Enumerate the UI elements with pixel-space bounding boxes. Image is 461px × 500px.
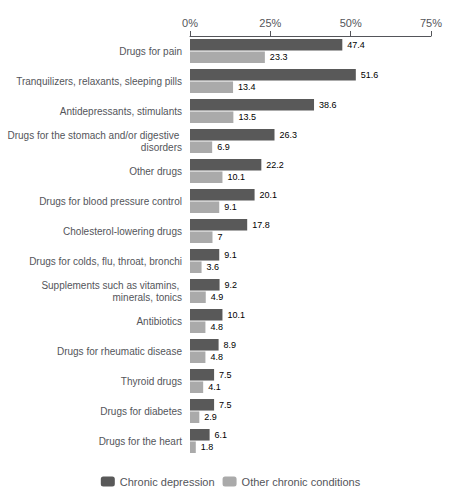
- svg-text:Chronic depression: Chronic depression: [120, 476, 215, 488]
- svg-text:Drugs for colds, flu, throat,: Drugs for colds, flu, throat, bronchi: [29, 256, 182, 267]
- svg-text:9.1: 9.1: [224, 202, 237, 212]
- svg-text:7: 7: [217, 232, 222, 242]
- svg-text:38.6: 38.6: [319, 100, 337, 110]
- svg-text:Drugs for the heart: Drugs for the heart: [99, 436, 183, 447]
- svg-text:Thyroid drugs: Thyroid drugs: [121, 376, 182, 387]
- svg-text:25%: 25%: [259, 17, 281, 29]
- svg-text:9.1: 9.1: [224, 250, 237, 260]
- svg-text:4.8: 4.8: [210, 322, 223, 332]
- svg-text:3.6: 3.6: [207, 262, 220, 272]
- svg-text:disorders: disorders: [141, 142, 182, 153]
- svg-text:Antibiotics: Antibiotics: [136, 316, 182, 327]
- svg-text:10.1: 10.1: [227, 172, 245, 182]
- svg-text:Other drugs: Other drugs: [129, 166, 182, 177]
- svg-text:4.9: 4.9: [211, 292, 224, 302]
- svg-text:Other chronic conditions: Other chronic conditions: [242, 476, 361, 488]
- svg-text:Cholesterol-lowering drugs: Cholesterol-lowering drugs: [63, 226, 182, 237]
- svg-text:0%: 0%: [182, 17, 198, 29]
- svg-text:2.9: 2.9: [204, 412, 217, 422]
- svg-text:13.4: 13.4: [238, 82, 256, 92]
- svg-text:20.1: 20.1: [260, 190, 278, 200]
- svg-text:17.8: 17.8: [252, 220, 270, 230]
- svg-text:26.3: 26.3: [280, 130, 298, 140]
- svg-text:7.5: 7.5: [219, 370, 232, 380]
- svg-text:Supplements such as vitamins,: Supplements such as vitamins,: [41, 280, 182, 291]
- svg-text:10.1: 10.1: [227, 310, 245, 320]
- svg-text:Drugs for diabetes: Drugs for diabetes: [100, 406, 182, 417]
- svg-text:13.5: 13.5: [238, 112, 256, 122]
- svg-text:minerals, tonics: minerals, tonics: [113, 292, 182, 303]
- svg-text:Drugs for the stomach and/or d: Drugs for the stomach and/or digestive: [7, 130, 182, 141]
- svg-text:50%: 50%: [340, 17, 362, 29]
- svg-text:6.9: 6.9: [217, 142, 230, 152]
- svg-text:22.2: 22.2: [266, 160, 284, 170]
- svg-text:Tranquilizers, relaxants, slee: Tranquilizers, relaxants, sleeping pills: [16, 76, 182, 87]
- svg-text:Antidepressants, stimulants: Antidepressants, stimulants: [60, 106, 182, 117]
- svg-text:6.1: 6.1: [215, 430, 228, 440]
- svg-text:Drugs for blood pressure contr: Drugs for blood pressure control: [39, 196, 182, 207]
- svg-text:4.1: 4.1: [208, 382, 221, 392]
- svg-text:51.6: 51.6: [361, 70, 379, 80]
- svg-text:7.5: 7.5: [219, 400, 232, 410]
- svg-text:23.3: 23.3: [270, 52, 288, 62]
- svg-text:1.8: 1.8: [201, 442, 214, 452]
- svg-text:9.2: 9.2: [225, 280, 238, 290]
- svg-text:47.4: 47.4: [347, 40, 365, 50]
- svg-text:8.9: 8.9: [224, 340, 237, 350]
- svg-text:75%: 75%: [420, 17, 442, 29]
- svg-text:Drugs for rheumatic disease: Drugs for rheumatic disease: [57, 346, 182, 357]
- svg-text:Drugs for pain: Drugs for pain: [119, 46, 182, 57]
- svg-text:4.8: 4.8: [210, 352, 223, 362]
